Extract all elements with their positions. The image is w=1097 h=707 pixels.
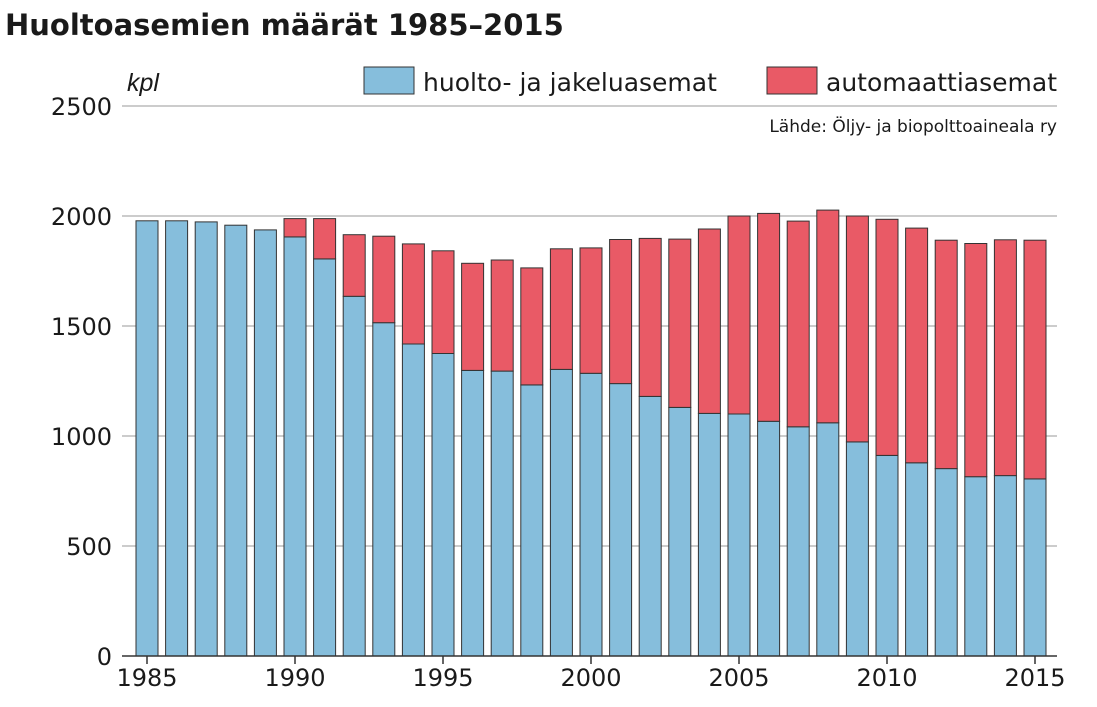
legend-swatch-huolto-ja-jakeluasemat (363, 66, 415, 95)
bar-huolto-ja-jakeluasemat-2008 (816, 422, 840, 657)
bar-huolto-ja-jakeluasemat-2007 (786, 426, 810, 657)
bar-huolto-ja-jakeluasemat-2014 (993, 475, 1017, 657)
bar-huolto-ja-jakeluasemat-1990 (283, 236, 307, 657)
bar-automaattiasemat-1999 (549, 248, 573, 370)
bar-huolto-ja-jakeluasemat-2006 (757, 420, 781, 657)
bar-huolto-ja-jakeluasemat-1994 (401, 343, 425, 657)
x-tick-label-1990: 1990 (264, 664, 325, 692)
bar-automaattiasemat-1993 (372, 235, 396, 324)
x-tick-label-2000: 2000 (560, 664, 621, 692)
y-tick-label-1000: 1000 (51, 423, 112, 451)
bar-automaattiasemat-2003 (668, 238, 692, 408)
chart-title: Huoltoasemien määrät 1985–2015 (5, 8, 564, 42)
bar-huolto-ja-jakeluasemat-1991 (313, 258, 337, 657)
bar-automaattiasemat-2009 (845, 215, 869, 443)
bar-huolto-ja-jakeluasemat-1985 (135, 220, 159, 657)
bar-automaattiasemat-2004 (697, 228, 721, 414)
bar-huolto-ja-jakeluasemat-1989 (253, 229, 277, 657)
bar-automaattiasemat-2002 (638, 237, 662, 397)
bar-automaattiasemat-1997 (490, 259, 514, 372)
bar-huolto-ja-jakeluasemat-1998 (520, 384, 544, 657)
bar-automaattiasemat-1995 (431, 250, 455, 354)
bar-automaattiasemat-1998 (520, 267, 544, 386)
bar-huolto-ja-jakeluasemat-2013 (964, 476, 988, 657)
bar-huolto-ja-jakeluasemat-1996 (461, 369, 485, 657)
legend-label-huolto-ja-jakeluasemat: huolto- ja jakeluasemat (423, 68, 717, 97)
bar-huolto-ja-jakeluasemat-2003 (668, 406, 692, 657)
y-tick-label-500: 500 (66, 533, 112, 561)
bar-automaattiasemat-1996 (461, 262, 485, 371)
bars (135, 209, 1047, 657)
bar-huolto-ja-jakeluasemat-2000 (579, 372, 603, 657)
bar-automaattiasemat-2010 (875, 218, 899, 456)
y-tick-label-1500: 1500 (51, 313, 112, 341)
bar-huolto-ja-jakeluasemat-2005 (727, 413, 751, 657)
bar-automaattiasemat-2007 (786, 220, 810, 428)
bar-automaattiasemat-2005 (727, 215, 751, 415)
legend: huolto- ja jakeluasemat automaattiasemat (363, 66, 1057, 97)
bar-automaattiasemat-1990 (283, 218, 307, 238)
legend-swatch-automaattiasemat (766, 66, 818, 95)
bar-huolto-ja-jakeluasemat-2001 (609, 383, 633, 657)
x-axis-ticks: 1985 1990 1995 2000 2005 2010 2015 (116, 656, 1066, 692)
y-tick-label-2000: 2000 (51, 203, 112, 231)
y-axis-ticks: 0 500 1000 1500 2000 2500 (51, 93, 112, 671)
bar-automaattiasemat-2006 (757, 212, 781, 422)
bar-huolto-ja-jakeluasemat-2002 (638, 395, 662, 657)
bar-huolto-ja-jakeluasemat-1992 (342, 295, 366, 657)
bar-huolto-ja-jakeluasemat-1997 (490, 370, 514, 657)
bar-automaattiasemat-2001 (609, 239, 633, 385)
bar-huolto-ja-jakeluasemat-2004 (697, 412, 721, 657)
bar-automaattiasemat-2000 (579, 247, 603, 374)
bar-automaattiasemat-2014 (993, 239, 1017, 477)
bar-huolto-ja-jakeluasemat-2011 (905, 462, 929, 657)
bar-huolto-ja-jakeluasemat-1999 (549, 368, 573, 657)
x-tick-label-2015: 2015 (1004, 664, 1065, 692)
y-tick-label-2500: 2500 (51, 93, 112, 121)
source-note: Lähde: Öljy- ja biopolttoaineala ry (769, 115, 1057, 137)
bar-huolto-ja-jakeluasemat-1987 (194, 221, 218, 657)
bar-automaattiasemat-2008 (816, 209, 840, 424)
y-unit-label: kpl (127, 69, 160, 97)
bar-automaattiasemat-1994 (401, 243, 425, 345)
y-tick-label-0: 0 (97, 643, 112, 671)
x-tick-label-2010: 2010 (856, 664, 917, 692)
x-tick-label-1985: 1985 (116, 664, 177, 692)
bar-automaattiasemat-1992 (342, 234, 366, 297)
bar-huolto-ja-jakeluasemat-1993 (372, 322, 396, 657)
bar-automaattiasemat-2013 (964, 243, 988, 478)
x-tick-label-1995: 1995 (412, 664, 473, 692)
bar-automaattiasemat-2011 (905, 227, 929, 464)
bar-huolto-ja-jakeluasemat-1988 (224, 224, 248, 657)
legend-label-automaattiasemat: automaattiasemat (826, 68, 1057, 97)
bar-automaattiasemat-2015 (1023, 239, 1047, 480)
bar-automaattiasemat-2012 (934, 239, 958, 470)
bar-huolto-ja-jakeluasemat-1995 (431, 353, 455, 657)
bar-automaattiasemat-1991 (313, 218, 337, 260)
x-tick-label-2005: 2005 (708, 664, 769, 692)
bar-huolto-ja-jakeluasemat-2009 (845, 441, 869, 657)
bar-huolto-ja-jakeluasemat-2012 (934, 468, 958, 657)
bar-huolto-ja-jakeluasemat-2010 (875, 454, 899, 657)
bar-huolto-ja-jakeluasemat-1986 (165, 220, 189, 657)
bar-huolto-ja-jakeluasemat-2015 (1023, 478, 1047, 657)
